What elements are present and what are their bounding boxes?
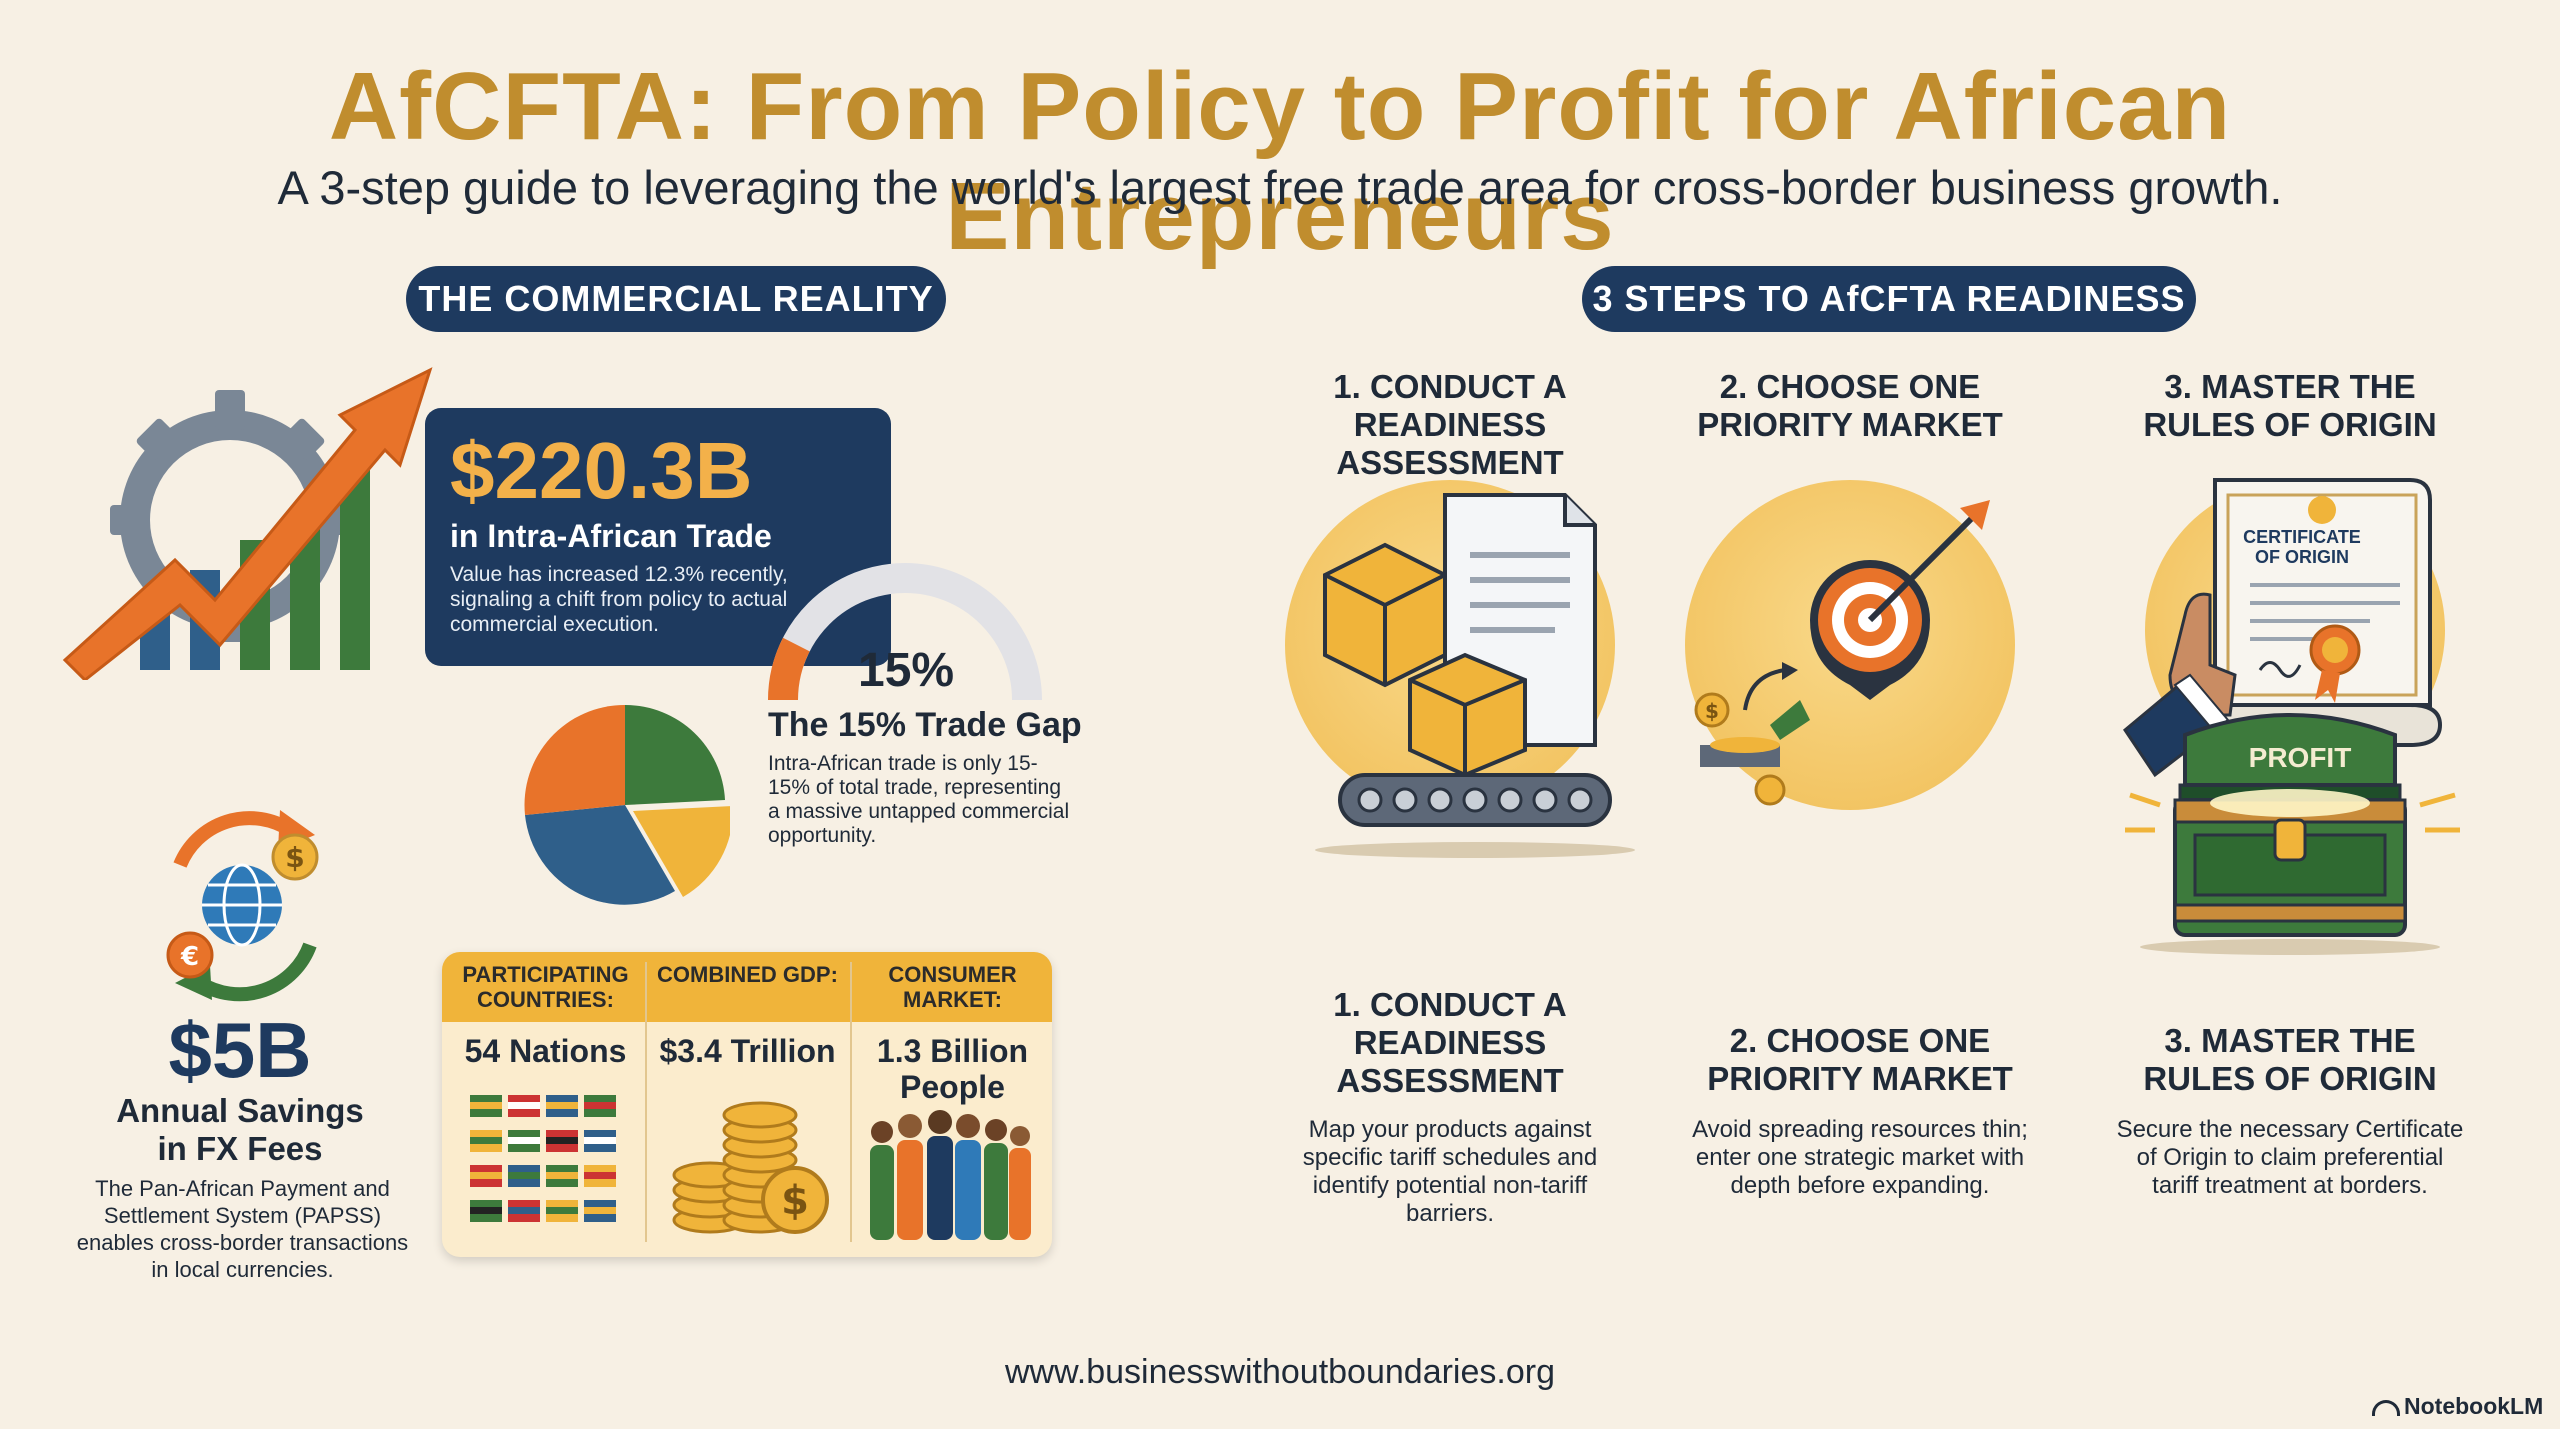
- step-1-heading: 1. CONDUCT A READINESS ASSESSMENT: [1333, 368, 1567, 481]
- svg-text:€: €: [180, 942, 199, 972]
- page-subtitle: A 3-step guide to leveraging the world's…: [277, 161, 2283, 214]
- svg-text:$: $: [1705, 699, 1719, 723]
- fx-savings-value: $5B: [168, 1006, 312, 1094]
- step-3-heading: 3. MASTER THE RULES OF ORIGIN: [2143, 368, 2437, 443]
- step-1-description: Map your products against specific tarif…: [1302, 1116, 1598, 1227]
- certificate-profit-icon: [2123, 478, 2460, 955]
- trade-gap-title: The 15% Trade Gap: [768, 706, 1082, 744]
- notebooklm-brand-label: NotebookLM: [2404, 1393, 2544, 1419]
- stat-header-market: CONSUMER MARKET:: [888, 962, 1017, 1012]
- stats-divider: [645, 962, 647, 1242]
- stats-header-bar: [442, 952, 1052, 1022]
- footer-url[interactable]: www.businesswithoutboundaries.org: [1005, 1353, 1555, 1391]
- step-3-title: 3. MASTER THE RULES OF ORIGIN: [2143, 1022, 2437, 1097]
- step-1-title: 1. CONDUCT A READINESS ASSESSMENT: [1333, 986, 1567, 1099]
- step-2-heading: 2. CHOOSE ONE PRIORITY MARKET: [1697, 368, 2003, 443]
- chest-label: PROFIT: [2248, 742, 2352, 773]
- step-2-title: 2. CHOOSE ONE PRIORITY MARKET: [1707, 1022, 2013, 1097]
- trade-gap-description: Intra-African trade is only 15-15% of to…: [768, 752, 1070, 847]
- target-market-icon: $: [1694, 500, 1990, 806]
- step-2-description: Avoid spreading resources thin; enter on…: [1692, 1116, 2028, 1199]
- growth-chart-icon: [62, 367, 433, 680]
- readiness-steps-pill: 3 STEPS TO AfCFTA READINESS: [1582, 266, 2196, 332]
- page-title: AfCFTA: From Policy to Profit for Africa…: [328, 53, 2232, 270]
- fx-savings-label: Annual Savings in FX Fees: [116, 1092, 364, 1167]
- stat-header-gdp: COMBINED GDP:: [657, 962, 838, 987]
- trade-label: in Intra-African Trade: [450, 518, 772, 554]
- currency-exchange-icon: $ €: [166, 810, 319, 1002]
- svg-text:$: $: [781, 1178, 809, 1224]
- readiness-assessment-icon: [1315, 493, 1635, 858]
- notebooklm-logo-icon: [2372, 1399, 2400, 1416]
- pie-chart-icon: [524, 704, 730, 905]
- people-crowd-icon: [870, 1110, 1031, 1240]
- stats-divider: [850, 962, 852, 1242]
- stat-value-market: 1.3 Billion People: [876, 1033, 1029, 1105]
- gold-coins-icon: $: [672, 1101, 829, 1234]
- stat-value-countries: 54 Nations: [464, 1033, 627, 1069]
- stat-header-countries: PARTICIPATING COUNTRIES:: [462, 962, 629, 1012]
- commercial-reality-pill: THE COMMERCIAL REALITY: [406, 266, 946, 332]
- trade-value: $220.3B: [450, 426, 753, 515]
- trade-gap-gauge: [768, 563, 1042, 701]
- stat-value-gdp: $3.4 Trillion: [659, 1033, 836, 1069]
- trade-gap-percent: 15%: [858, 644, 955, 697]
- flags-icon: [470, 1095, 616, 1222]
- step-3-description: Secure the necessary Certificate of Orig…: [2116, 1116, 2464, 1199]
- certificate-title: CERTIFICATE OF ORIGIN: [2243, 527, 2361, 567]
- trade-description: Value has increased 12.3% recently, sign…: [450, 563, 788, 636]
- notebooklm-brand: NotebookLM: [2372, 1393, 2543, 1420]
- fx-savings-description: The Pan-African Payment and Settlement S…: [76, 1176, 409, 1282]
- svg-text:$: $: [285, 841, 304, 874]
